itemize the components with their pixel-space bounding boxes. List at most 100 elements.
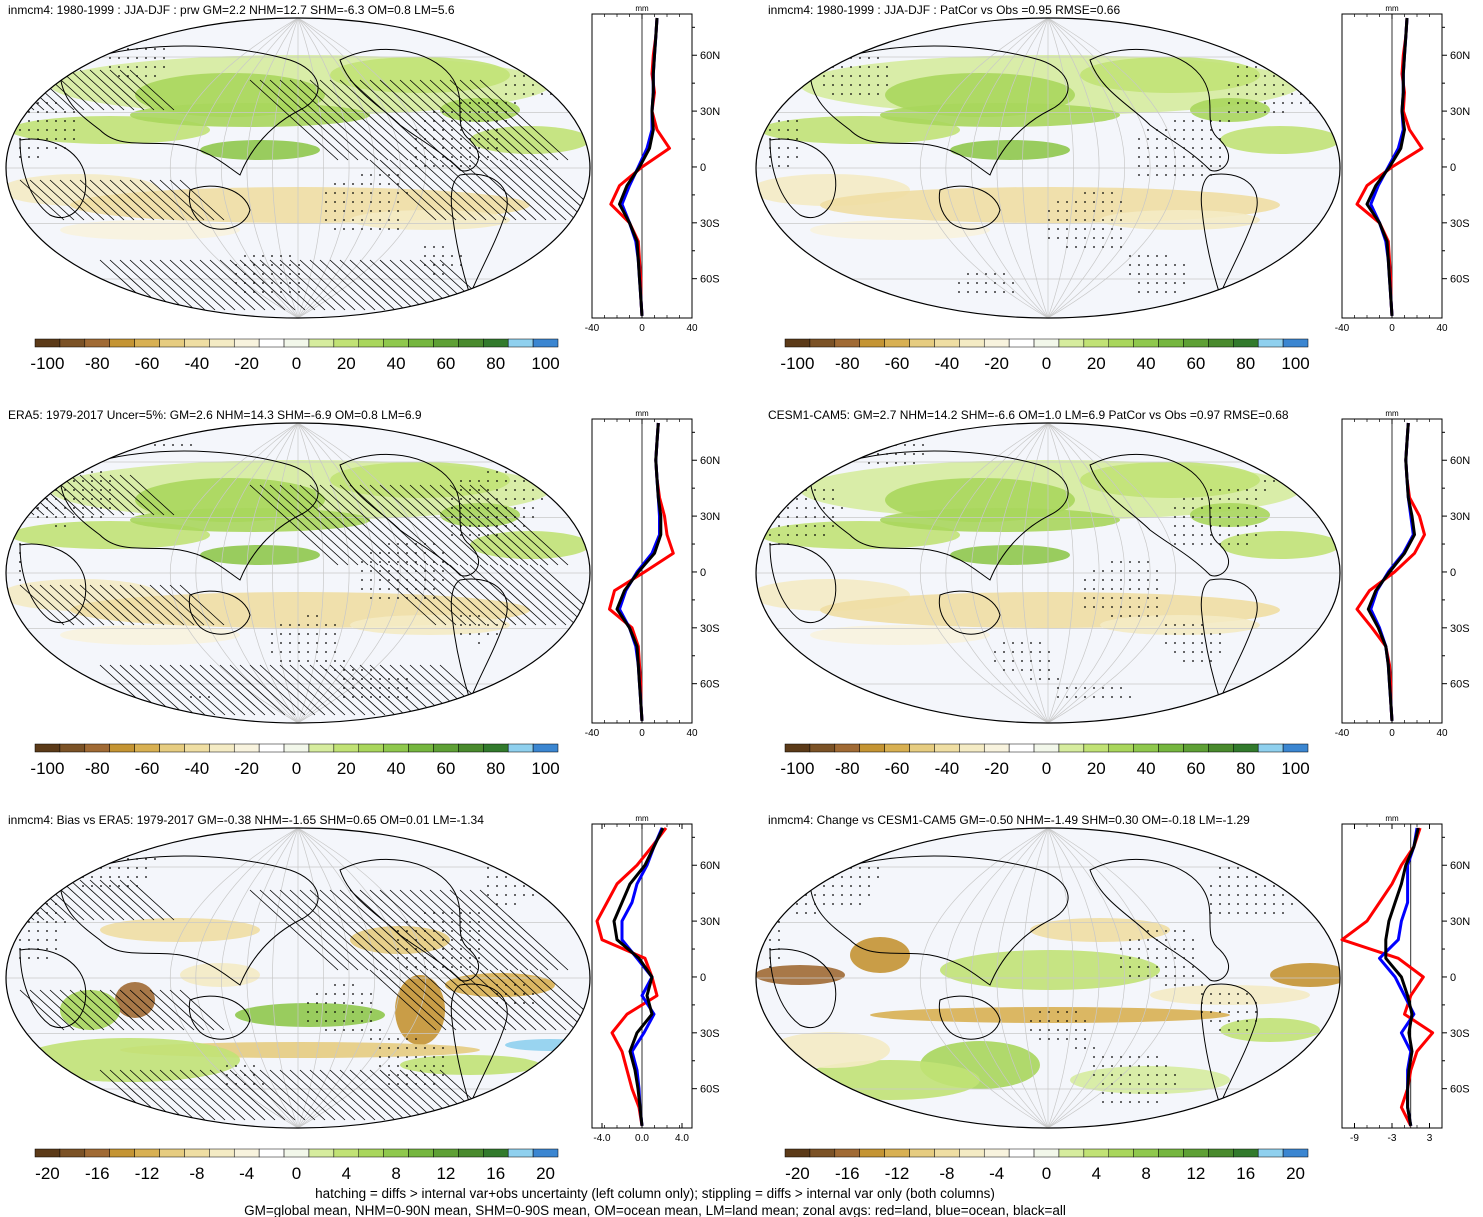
colorbar-swatch <box>532 743 559 753</box>
colorbar-swatch <box>1083 1148 1110 1158</box>
coastline <box>339 48 480 172</box>
zonal-x-label: 0 <box>639 728 645 739</box>
colorbar-swatch <box>308 1148 335 1158</box>
coastline <box>188 995 251 1040</box>
colorbar-swatch <box>233 338 260 348</box>
zonal-x-label: 40 <box>686 323 698 334</box>
graticule-meridian <box>1047 423 1151 723</box>
zonal-plot: mm 60N 30N 0 30S 60S -40 0 40 <box>1335 4 1470 334</box>
map-field-region <box>20 1038 240 1082</box>
map-field-region <box>1100 210 1260 230</box>
colorbar-swatch <box>1083 338 1110 348</box>
zonal-lat-label: 60S <box>1450 274 1470 286</box>
map-field-region <box>1220 126 1340 154</box>
graticule-meridian <box>945 828 1049 1128</box>
zonal-unit: mm <box>1385 409 1399 418</box>
map-field-region <box>1080 462 1260 498</box>
colorbar-label: -80 <box>835 759 860 778</box>
map-field-region <box>350 926 450 954</box>
colorbar-swatch <box>1282 338 1309 348</box>
map-field-region <box>130 508 370 532</box>
colorbar-swatch <box>1033 743 1060 753</box>
colorbar-label: -20 <box>234 354 259 373</box>
zonal-lat-label: 60N <box>1450 455 1470 467</box>
colorbar-label: -40 <box>185 759 210 778</box>
colorbar-swatch <box>1058 1148 1085 1158</box>
colorbar-swatch <box>333 338 360 348</box>
graticule-meridian <box>297 18 375 318</box>
colorbar-swatch <box>1158 338 1184 348</box>
map-field-region <box>330 462 510 498</box>
graticule-meridian <box>996 18 1049 318</box>
colorbar-swatch <box>483 1148 509 1158</box>
colorbar-label: -20 <box>785 1164 810 1183</box>
graticule-meridian <box>297 18 324 318</box>
colorbar-swatch <box>258 338 285 348</box>
colorbar-swatch <box>383 338 409 348</box>
colorbar-label: 80 <box>1236 759 1255 778</box>
map <box>755 17 1341 319</box>
coastline <box>59 45 319 176</box>
colorbar-label: 12 <box>436 1164 455 1183</box>
colorbar-swatch <box>109 1148 135 1158</box>
colorbar-label: -16 <box>835 1164 860 1183</box>
map-field-region <box>1080 57 1260 93</box>
colorbar-swatch <box>383 1148 409 1158</box>
graticule-meridian <box>221 828 299 1128</box>
map-border <box>5 17 591 319</box>
colorbar-swatch <box>1282 1148 1309 1158</box>
colorbar-swatch <box>358 743 384 753</box>
graticule-meridian <box>170 828 299 1128</box>
colorbar-swatch <box>959 743 985 753</box>
map-field-region <box>505 1039 590 1051</box>
coastline <box>769 543 837 624</box>
graticule-meridian <box>1047 18 1100 318</box>
map-field-region <box>180 963 260 987</box>
zonal-plot: mm 60N 30N 0 30S 60S -4.0 0.0 4.0 <box>591 814 720 1144</box>
colorbar-label: 0 <box>292 1164 301 1183</box>
graticule-meridian <box>297 828 401 1128</box>
colorbar-swatch <box>1133 743 1159 753</box>
zonal-lat-label: 0 <box>1450 162 1456 174</box>
zonal-x-label: 40 <box>1436 728 1448 739</box>
zonal-lat-label: 30S <box>1450 218 1470 230</box>
colorbar-swatch <box>1033 1148 1060 1158</box>
colorbar-label: 100 <box>531 759 559 778</box>
panel-4: CESM1-CAM5: GM=2.7 NHM=14.2 SHM=-6.6 OM=… <box>755 408 1470 778</box>
colorbar-swatch <box>358 1148 384 1158</box>
zonal-lat-label: 0 <box>1450 972 1456 984</box>
map-field-region <box>100 918 260 942</box>
colorbar-swatch <box>1257 743 1284 753</box>
colorbar-swatch <box>209 743 235 753</box>
colorbar-swatch <box>1282 743 1309 753</box>
coastline <box>938 185 1001 230</box>
graticule-meridian <box>297 423 401 723</box>
colorbar-swatch <box>84 338 110 348</box>
colorbar: -20 -16 -12 -8 -4 0 4 8 12 16 20 <box>34 1148 559 1183</box>
graticule-meridian <box>1047 423 1176 723</box>
colorbar-label: 40 <box>387 354 406 373</box>
colorbar-label: 80 <box>486 759 505 778</box>
graticule-meridian <box>920 423 1049 723</box>
colorbar-label: 100 <box>531 354 559 373</box>
zonal-lat-label: 60S <box>700 1084 720 1096</box>
colorbar-swatch <box>34 743 61 753</box>
zonal-x-label: -40 <box>585 323 600 334</box>
map-field-region <box>60 990 120 1030</box>
zonal-plot: mm 60N 30N 0 30S 60S -40 0 40 <box>1335 409 1470 739</box>
colorbar-label: 20 <box>337 354 356 373</box>
map-field-region <box>470 126 590 154</box>
map-field-region <box>1030 918 1170 942</box>
colorbar-swatch <box>809 743 836 753</box>
panel-3: ERA5: 1979-2017 Uncer=5%: GM=2.6 NHM=14.… <box>5 408 720 778</box>
graticule-meridian <box>996 828 1049 1128</box>
graticule-meridian <box>1047 828 1151 1128</box>
graticule-meridian <box>1047 828 1176 1128</box>
map <box>5 827 591 1129</box>
map-field-region <box>810 625 990 645</box>
zonal-x-label: 40 <box>686 728 698 739</box>
colorbar-swatch <box>209 338 235 348</box>
colorbar-swatch <box>84 1148 110 1158</box>
stippling <box>769 39 1329 293</box>
